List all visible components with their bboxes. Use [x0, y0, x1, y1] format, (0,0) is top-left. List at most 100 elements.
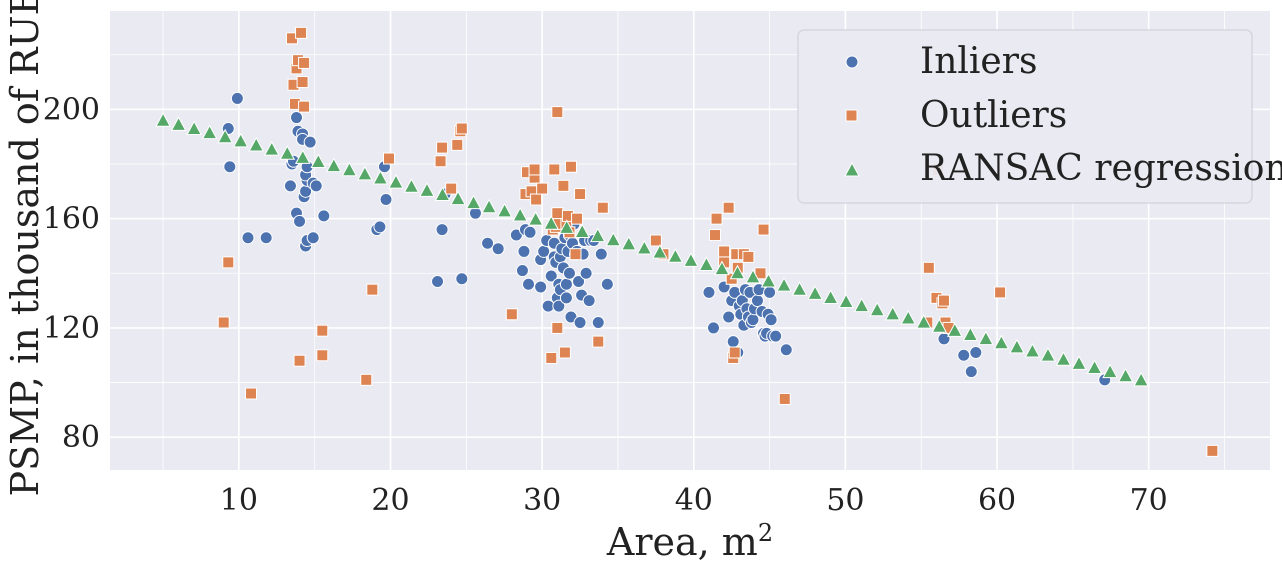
outlier-point	[994, 286, 1007, 299]
ransac-point	[838, 293, 854, 309]
ransac-point	[853, 297, 870, 313]
ransac-point	[667, 248, 684, 263]
inlier-point	[537, 244, 551, 258]
legend-inliers-label: Inliers	[920, 41, 1037, 82]
inlier-point	[544, 269, 558, 283]
inlier-point	[937, 332, 951, 346]
ransac-point	[993, 334, 1010, 350]
outlier-point	[445, 182, 458, 195]
inlier-point	[491, 242, 505, 256]
inlier-point	[572, 274, 586, 288]
inlier-point	[559, 291, 573, 305]
inlier-point	[306, 231, 320, 245]
outlier-point	[296, 76, 309, 89]
y-tick-label: 200	[43, 92, 100, 127]
ransac-point	[574, 223, 591, 239]
legend-outliers-label: Outliers	[920, 95, 1067, 136]
inlier-point	[303, 135, 317, 149]
ransac-point	[605, 231, 622, 247]
x-tick-label: 60	[978, 483, 1016, 518]
outlier-point	[778, 392, 791, 405]
inlier-point	[722, 310, 736, 324]
ransac-point	[636, 239, 653, 255]
inlier-point	[579, 266, 593, 280]
ransac-point	[201, 124, 218, 140]
outlier-point	[728, 346, 741, 359]
inlier-point	[707, 321, 721, 335]
outlier-point	[505, 308, 518, 321]
ransac-point	[1009, 338, 1025, 354]
inlier-point	[964, 365, 978, 379]
inlier-point	[573, 315, 587, 329]
ransac-point	[745, 268, 761, 284]
inlier-point	[591, 315, 605, 329]
x-tick-label: 20	[371, 483, 409, 518]
inlier-point	[764, 313, 778, 327]
inlier-point	[552, 299, 566, 313]
x-tick-label: 40	[675, 483, 713, 518]
outlier-point	[558, 346, 571, 359]
outlier-point	[298, 56, 311, 69]
outlier-point	[316, 349, 329, 362]
ransac-point	[807, 285, 823, 300]
ransac-point	[698, 256, 715, 271]
outlier-point	[451, 138, 464, 151]
outlier-point	[551, 106, 564, 119]
ransac-point	[1086, 359, 1103, 374]
outlier-point	[293, 354, 306, 367]
ransac-point	[620, 235, 637, 251]
ransac-point	[543, 215, 560, 230]
outlier-point	[709, 229, 722, 242]
ransac-point	[310, 153, 327, 168]
ransac-point	[760, 272, 777, 288]
ransac-point	[931, 318, 948, 333]
inlier-point	[241, 231, 255, 245]
inlier-point	[373, 220, 387, 234]
inlier-point	[223, 160, 237, 174]
outlier-point	[545, 351, 558, 364]
ransac-point	[450, 190, 466, 206]
ransac-point	[652, 244, 668, 259]
ransac-point	[1040, 347, 1056, 362]
outlier-point	[592, 335, 605, 348]
inlier-point	[517, 244, 531, 258]
inlier-point	[763, 285, 777, 299]
ransac-series	[155, 112, 1149, 387]
outlier-point	[757, 223, 770, 236]
ransac-point	[248, 136, 265, 152]
legend-outliers-marker	[845, 109, 858, 122]
ransac-point	[341, 161, 358, 177]
inlier-point	[293, 214, 307, 228]
x-tick-label: 70	[1130, 483, 1168, 518]
ransac-point	[419, 182, 435, 197]
ransac-point	[589, 227, 606, 243]
ransac-point	[1133, 371, 1149, 387]
ransac-point	[946, 322, 963, 337]
y-tick-labels: 80 120 160 200	[43, 92, 100, 455]
outlier-point	[245, 387, 258, 400]
inlier-point	[455, 272, 469, 286]
outlier-point	[922, 261, 935, 274]
y-tick-label: 160	[43, 202, 100, 237]
ransac-point	[978, 330, 994, 346]
outlier-point	[574, 188, 587, 201]
outlier-point	[937, 294, 950, 307]
inlier-point	[600, 277, 614, 291]
ransac-point	[434, 186, 451, 201]
inlier-point	[283, 179, 297, 193]
outlier-point	[551, 207, 564, 220]
inlier-point	[431, 274, 445, 288]
inlier-point	[779, 343, 793, 357]
ransac-point	[714, 260, 730, 276]
outlier-point	[360, 373, 373, 386]
outlier-point	[434, 155, 447, 168]
outlier-point	[551, 321, 564, 334]
ransac-point	[915, 314, 932, 329]
y-axis-label: PSMP, in thousand of RUB	[3, 0, 47, 496]
ransac-point	[186, 120, 202, 136]
outlier-point	[366, 283, 379, 296]
inlier-point	[726, 335, 740, 349]
x-tick-label: 10	[220, 483, 258, 518]
